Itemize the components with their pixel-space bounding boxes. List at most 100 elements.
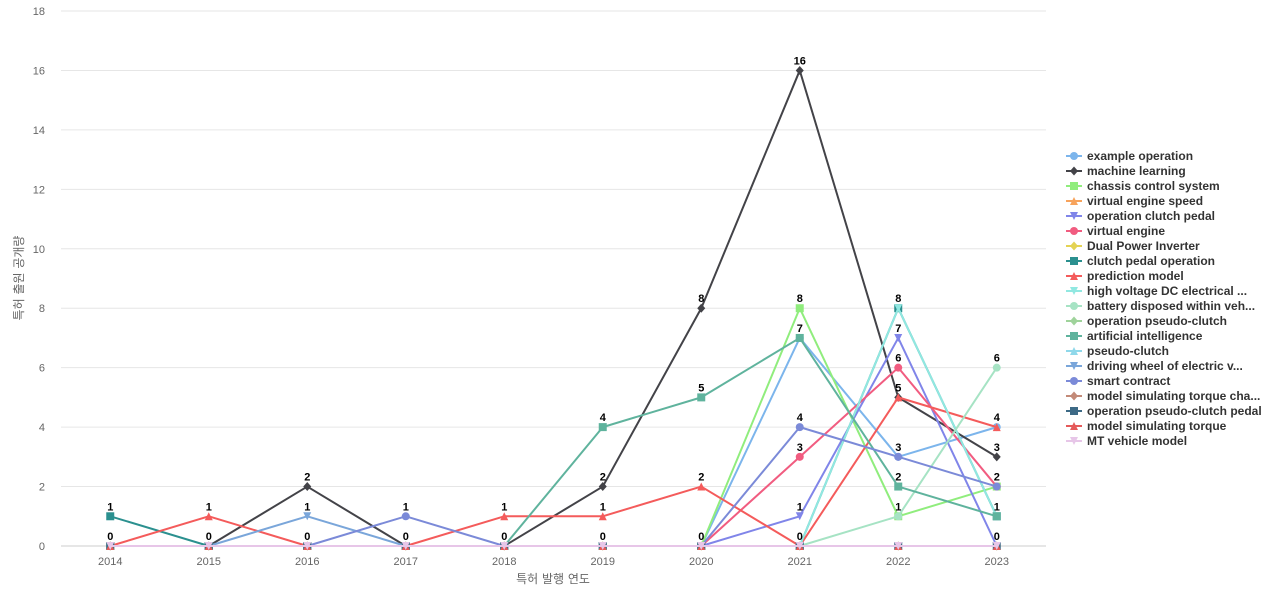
data-label: 1 <box>600 501 606 513</box>
data-label: 0 <box>107 531 113 543</box>
legend-item[interactable]: virtual engine speed <box>1066 194 1203 208</box>
series-12 <box>106 333 1001 550</box>
legend-item[interactable]: smart contract <box>1066 374 1170 388</box>
x-tick-label: 2018 <box>492 556 516 568</box>
legend-label: virtual engine speed <box>1087 194 1203 208</box>
legend-item[interactable]: Dual Power Inverter <box>1066 239 1200 253</box>
legend-item[interactable]: clutch pedal operation <box>1066 254 1215 268</box>
data-point <box>697 482 706 491</box>
data-label: 2 <box>600 472 606 484</box>
data-point <box>106 512 115 521</box>
data-label: 8 <box>698 293 704 305</box>
legend-item[interactable]: artificial intelligence <box>1066 329 1203 343</box>
data-point <box>697 393 706 402</box>
legend-item[interactable]: driving wheel of electric v... <box>1066 359 1243 373</box>
data-point <box>894 304 903 313</box>
y-tick-label: 12 <box>33 184 45 196</box>
legend-marker <box>1070 241 1078 251</box>
legend-marker <box>1070 197 1078 205</box>
data-point <box>500 512 509 521</box>
data-point <box>303 542 312 550</box>
data-label: 3 <box>797 442 803 454</box>
x-tick-label: 2014 <box>98 556 122 568</box>
legend-item[interactable]: model simulating torque <box>1066 419 1227 433</box>
y-tick-label: 4 <box>39 422 45 434</box>
legend-marker <box>1070 347 1078 355</box>
series-line <box>109 515 998 547</box>
series-line <box>109 396 998 547</box>
legend-item[interactable]: high voltage DC electrical ... <box>1066 284 1247 298</box>
legend-item[interactable]: virtual engine <box>1066 224 1165 238</box>
legend-item[interactable]: operation pseudo-clutch <box>1066 314 1227 328</box>
legend-marker <box>1070 377 1078 385</box>
y-tick-label: 6 <box>39 363 45 375</box>
legend-label: operation pseudo-clutch <box>1087 314 1227 328</box>
data-point <box>795 304 804 313</box>
series-4 <box>106 333 1001 550</box>
data-point <box>795 512 804 521</box>
legend-label: smart contract <box>1087 374 1170 388</box>
legend-marker <box>1070 182 1078 190</box>
data-label: 1 <box>107 501 113 513</box>
series-19 <box>106 542 1001 550</box>
legend-item[interactable]: operation clutch pedal <box>1066 209 1215 223</box>
data-label: 2 <box>304 472 310 484</box>
legend-marker <box>1070 272 1078 280</box>
legend-label: model simulating torque cha... <box>1087 389 1260 403</box>
legend-marker <box>1070 332 1078 340</box>
legend-marker <box>1070 422 1078 430</box>
legend-item[interactable]: pseudo-clutch <box>1066 344 1169 358</box>
data-label: 6 <box>895 353 901 365</box>
data-label: 3 <box>895 442 901 454</box>
legend-item[interactable]: chassis control system <box>1066 179 1220 193</box>
legend-label: Dual Power Inverter <box>1087 239 1200 253</box>
legend-item[interactable]: battery disposed within veh... <box>1066 299 1255 313</box>
x-axis-title: 특허 발행 연도 <box>516 571 590 586</box>
legend-label: pseudo-clutch <box>1087 344 1169 358</box>
y-axis-title: 특허 출원 공개량 <box>12 236 26 321</box>
x-tick-label: 2017 <box>394 556 418 568</box>
legend-item[interactable]: example operation <box>1066 149 1193 163</box>
data-point <box>795 542 804 550</box>
data-point <box>106 542 115 550</box>
data-point <box>204 542 213 550</box>
data-point <box>992 452 1001 462</box>
legend-label: driving wheel of electric v... <box>1087 359 1243 373</box>
data-label: 1 <box>895 501 901 513</box>
data-label: 8 <box>895 293 901 305</box>
legend-item[interactable]: prediction model <box>1066 269 1184 283</box>
legend-label: operation pseudo-clutch pedal <box>1087 404 1262 418</box>
data-label: 0 <box>600 531 606 543</box>
series-line <box>109 366 998 547</box>
data-label: 0 <box>206 531 212 543</box>
legend-item[interactable]: machine learning <box>1066 164 1186 178</box>
legend-label: example operation <box>1087 149 1193 163</box>
legend-item[interactable]: model simulating torque cha... <box>1066 389 1260 403</box>
legend-marker <box>1070 152 1078 160</box>
legend-item[interactable]: operation pseudo-clutch pedal <box>1066 404 1262 418</box>
data-label: 0 <box>501 531 507 543</box>
series-0 <box>106 333 1001 550</box>
data-point <box>992 363 1001 372</box>
data-label: 7 <box>797 323 803 335</box>
legend-label: operation clutch pedal <box>1087 209 1215 223</box>
legend-marker <box>1070 407 1078 415</box>
data-label: 4 <box>797 412 804 424</box>
x-axis-ticks: 2014 2015 2016 2017 2018 2019 2020 2021 2022 2023 <box>98 556 1009 568</box>
legend-item[interactable]: MT vehicle model <box>1066 434 1187 448</box>
series-14 <box>106 512 1001 550</box>
legend-marker <box>1070 316 1078 326</box>
data-point <box>303 482 312 492</box>
data-point <box>401 512 410 521</box>
legend-marker <box>1070 302 1078 310</box>
legend-marker <box>1070 166 1078 176</box>
legend-label: high voltage DC electrical ... <box>1087 284 1247 298</box>
data-point <box>894 542 903 550</box>
data-point <box>598 542 607 550</box>
y-axis-ticks: 0 2 4 6 8 10 12 14 16 18 <box>33 6 45 553</box>
x-tick-label: 2020 <box>689 556 713 568</box>
y-tick-label: 16 <box>33 65 45 77</box>
data-label: 8 <box>797 293 803 305</box>
